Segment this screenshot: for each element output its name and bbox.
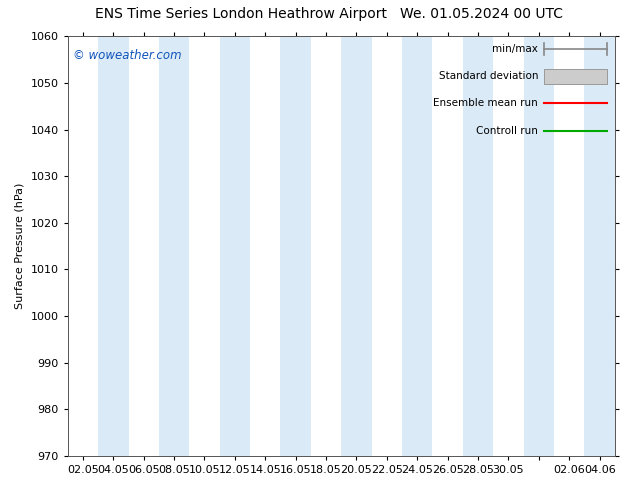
Bar [159, 36, 190, 456]
Bar [280, 36, 311, 456]
Text: We. 01.05.2024 00 UTC: We. 01.05.2024 00 UTC [400, 7, 564, 22]
Text: ENS Time Series London Heathrow Airport: ENS Time Series London Heathrow Airport [95, 7, 387, 22]
Text: Standard deviation: Standard deviation [439, 71, 538, 81]
Bar [98, 36, 129, 456]
Text: min/max: min/max [493, 44, 538, 54]
Text: © woweather.com: © woweather.com [73, 49, 182, 62]
Bar [402, 36, 432, 456]
Bar [463, 36, 493, 456]
Text: Ensemble mean run: Ensemble mean run [434, 98, 538, 108]
Bar [341, 36, 372, 456]
Bar [220, 36, 250, 456]
Text: Controll run: Controll run [476, 126, 538, 136]
Y-axis label: Surface Pressure (hPa): Surface Pressure (hPa) [15, 183, 25, 309]
Bar [524, 36, 554, 456]
Bar [585, 36, 615, 456]
Bar [544, 69, 607, 83]
